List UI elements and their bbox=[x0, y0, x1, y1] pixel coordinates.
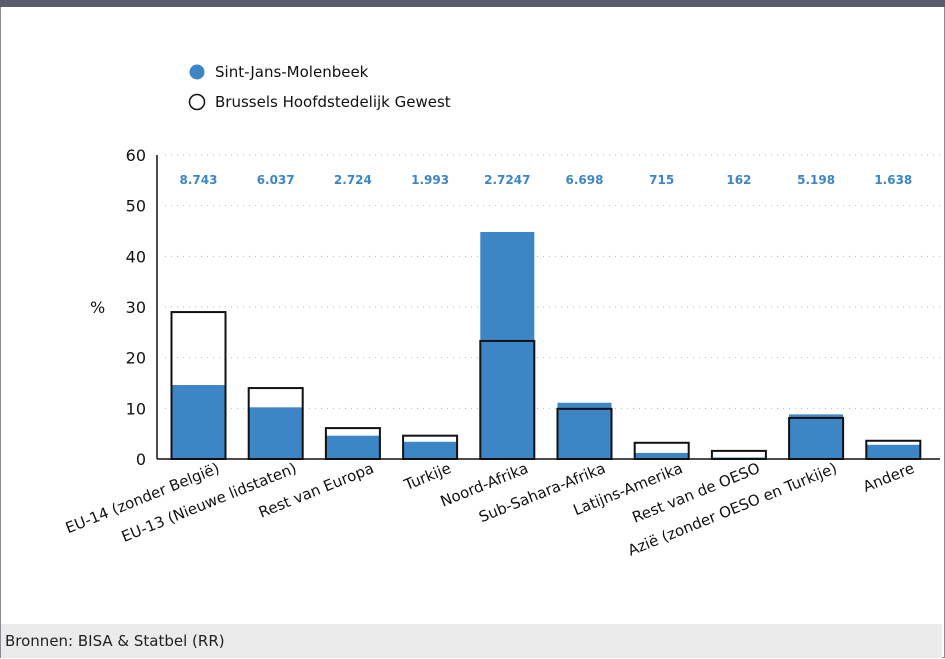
legend-label-brussels: Brussels Hoofdstedelijk Gewest bbox=[215, 93, 451, 111]
data-label: 6.037 bbox=[257, 173, 295, 187]
gridlines bbox=[165, 154, 940, 409]
y-tick-label: 60 bbox=[126, 146, 146, 165]
data-label: 1.993 bbox=[411, 173, 449, 187]
legend-swatch-brussels bbox=[188, 93, 206, 111]
category-label: Sub-Sahara-Afrika bbox=[476, 459, 608, 526]
y-tick-label: 0 bbox=[136, 450, 146, 469]
y-axis-ticks: 0 10 20 30 40 50 60 bbox=[126, 146, 146, 469]
data-label: 2.724 bbox=[334, 173, 372, 187]
data-label: 6.698 bbox=[566, 173, 604, 187]
y-axis-label: % bbox=[90, 298, 105, 317]
header-band bbox=[0, 0, 945, 7]
y-tick-label: 30 bbox=[126, 298, 146, 317]
data-label: 162 bbox=[726, 173, 751, 187]
data-label: 5.198 bbox=[797, 173, 835, 187]
data-label: 2.7247 bbox=[484, 173, 530, 187]
bar-molenbeek bbox=[403, 441, 458, 459]
data-labels: 8.743 6.037 2.724 1.993 2.7247 6.698 715 162 5.1… bbox=[180, 173, 913, 187]
legend-label-molenbeek: Sint-Jans-Molenbeek bbox=[215, 63, 369, 81]
y-tick-label: 10 bbox=[126, 399, 146, 418]
data-label: 715 bbox=[649, 173, 674, 187]
source-note: Bronnen: BISA & Statbel (RR) bbox=[1, 624, 942, 658]
category-label: Turkije bbox=[401, 459, 454, 494]
legend-swatch-molenbeek bbox=[189, 64, 205, 80]
bar-molenbeek bbox=[480, 232, 535, 459]
bar-molenbeek bbox=[248, 407, 303, 459]
axes bbox=[156, 155, 940, 460]
bar-molenbeek bbox=[557, 402, 612, 459]
bar-chart: 0 10 20 30 40 50 60 % 8.743 6.037 2.724 1.993 2.72… bbox=[63, 63, 940, 560]
category-label: Andere bbox=[860, 459, 916, 496]
y-tick-label: 50 bbox=[126, 197, 146, 216]
legend: Sint-Jans-Molenbeek Brussels Hoofdstedeli… bbox=[188, 63, 451, 111]
category-labels: EU-14 (zonder België)EU-13 (Nieuwe lidst… bbox=[63, 459, 917, 560]
bar-molenbeek bbox=[325, 435, 380, 459]
y-tick-label: 40 bbox=[126, 247, 146, 266]
y-tick-label: 20 bbox=[126, 349, 146, 368]
bar-molenbeek bbox=[789, 414, 844, 459]
bar-molenbeek bbox=[634, 452, 689, 459]
bar-molenbeek bbox=[866, 444, 921, 459]
bars bbox=[170, 232, 922, 461]
data-label: 1.638 bbox=[874, 173, 912, 187]
bar-molenbeek bbox=[171, 385, 226, 459]
data-label: 8.743 bbox=[180, 173, 218, 187]
